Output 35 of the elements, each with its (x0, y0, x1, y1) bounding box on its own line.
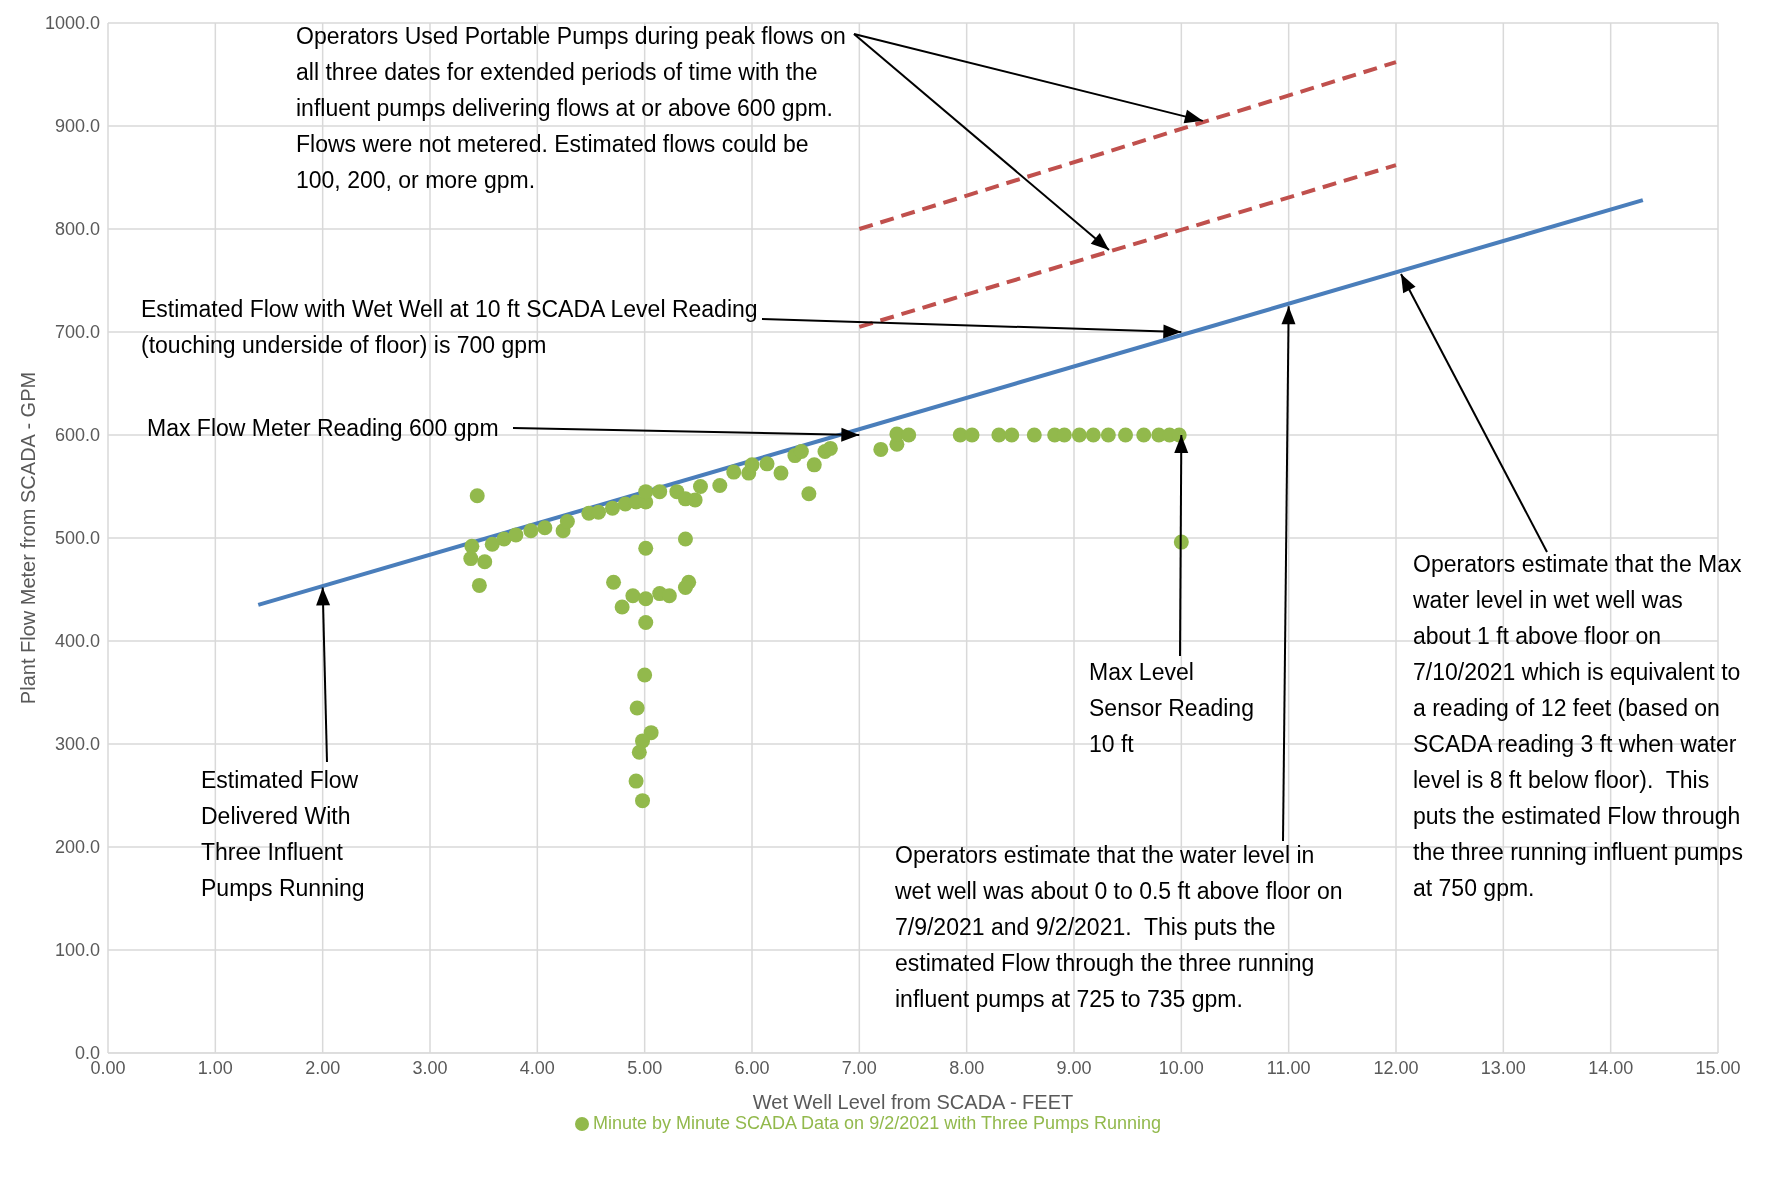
text: Operators estimate that the Max water level in wet well was about 1 ft above floor on 7/10/2021 which is equivalent to a reading of 12 feet (based on SCADA reading 3 ft when water level is 8 ft below floor). This puts the estimated Flow through the three running influent pumps at 750 gpm. (1413, 551, 1743, 901)
x-tick-label: 2.00 (305, 1057, 341, 1078)
x-tick-label: 9.00 (1056, 1057, 1092, 1078)
x-tick-label: 4.00 (519, 1057, 555, 1078)
x-tick-label: 1.00 (197, 1057, 233, 1078)
annotation: Estimated Flow Delivered With Three Influent Pumps Running (201, 766, 366, 903)
x-tick-label: 5.00 (627, 1057, 663, 1078)
annotation: Max Flow Meter Reading 600 gpm (147, 414, 500, 443)
y-tick-label: 400.0 (54, 631, 100, 652)
x-tick-label: 10.00 (1158, 1057, 1204, 1078)
y-tick-label: 300.0 (54, 734, 100, 755)
x-tick-label: 7.00 (841, 1057, 877, 1078)
legend-label: Minute by Minute SCADA Data on 9/2/2021 with Three Pumps Running (593, 1113, 1161, 1133)
y-tick-label: 700.0 (54, 322, 100, 343)
y-axis-title: Plant Flow Meter from SCADA - GPM (17, 371, 40, 705)
x-tick-label: 8.00 (949, 1057, 985, 1078)
x-tick-label: 6.00 (734, 1057, 770, 1078)
annotation: Max Level Sensor Reading 10 ft (1089, 658, 1255, 759)
x-tick-label: 11.00 (1266, 1057, 1311, 1078)
x-tick-label: 3.00 (412, 1057, 448, 1078)
x-tick-label: 13.00 (1480, 1057, 1526, 1078)
y-tick-label: 500.0 (54, 528, 100, 549)
y-tick-label: 600.0 (54, 425, 100, 446)
x-axis-title: Wet Well Level from SCADA - FEET (752, 1091, 1074, 1113)
annotation: Operators estimate that the water level in wet well was about 0 to 0.5 ft above floor on 7/9/2021 and 9/2/2021. This puts the estimated Flow through the three running influent pumps at 725 to 735 gpm. (895, 841, 1344, 1014)
x-tick-label: 15.00 (1695, 1057, 1741, 1078)
y-tick-label: 1000.0 (44, 13, 100, 34)
y-tick-label: 100.0 (54, 940, 100, 961)
annotation: Estimated Flow with Wet Well at 10 ft SCADA Level Reading (touching underside of floor) is 700 gpm (141, 295, 759, 360)
x-tick-label: 14.00 (1588, 1057, 1634, 1078)
annotation: Operators Used Portable Pumps during peak flows on all three dates for extended periods of time with the influent pumps delivering flows at or above 600 gpm. Flows were not metered. Estimated flows could be 100, 200, or more gpm. (296, 22, 847, 195)
y-tick-label: 200.0 (54, 837, 100, 858)
y-tick-label: 900.0 (54, 116, 100, 137)
y-tick-label: 800.0 (54, 219, 100, 240)
x-tick-label: 12.00 (1373, 1057, 1419, 1078)
